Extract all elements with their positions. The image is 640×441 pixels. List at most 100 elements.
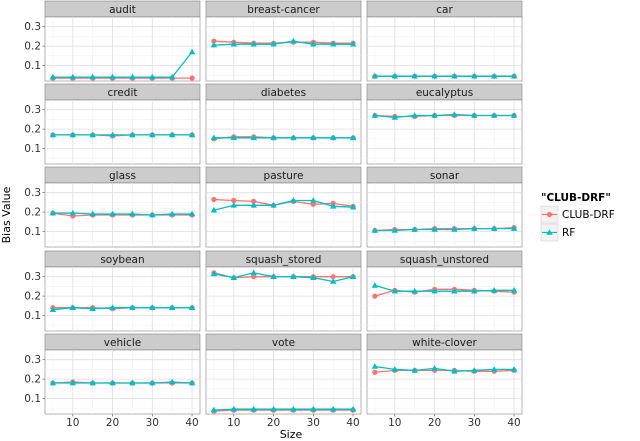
y-tick-label: 0.3 [24,354,41,366]
series-line-rf [374,365,515,372]
facet-title: breast-cancer [247,4,320,16]
point-rf [349,405,357,412]
point-rf [290,273,297,279]
point-rf [230,274,237,280]
point-rf [330,278,337,284]
point-rf [349,134,357,141]
point-rf [188,48,196,55]
y-tick-label: 0.2 [24,374,41,386]
point-rf [471,112,478,118]
point-rf [510,225,518,231]
point-rf [169,73,176,80]
plot-panel [44,16,201,82]
point-rf [411,112,418,118]
x-tick-label: 10 [388,417,401,429]
point-rf [230,202,237,208]
point-rf [188,304,196,310]
point-rf [349,273,357,279]
facet-squash-unstored: squash_unstored [366,250,523,332]
point-rf [230,134,237,141]
point-rf [89,210,96,217]
point-rf [451,368,458,374]
series-line-rf [374,227,515,232]
facet-eucalyptus: eucalyptus [366,83,523,165]
plot-panel [205,349,362,415]
y-tick-label: 0.1 [24,393,41,405]
point-rf [69,73,76,80]
point-rf [109,73,116,80]
point-club-drf [310,201,316,207]
plot-panel [44,99,201,165]
point-rf [89,379,96,386]
point-rf [411,287,418,294]
point-rf [491,366,498,372]
point-rf [210,406,218,413]
facet-title: white-clover [412,337,477,349]
point-rf [471,287,478,294]
point-rf [49,131,57,138]
point-rf [491,225,498,231]
x-tick-label: 20 [428,417,441,429]
point-rf [290,37,297,44]
y-tick-label: 0.1 [24,60,41,72]
point-rf [49,306,57,312]
point-rf [69,131,76,138]
point-rf [250,40,257,47]
series-line-rf [52,307,193,311]
point-rf [270,273,277,279]
point-rf [89,131,96,138]
point-rf [129,131,136,138]
point-rf [109,210,116,217]
point-rf [310,405,317,412]
plot-panel [366,266,523,332]
point-rf [310,40,317,47]
x-tick-label: 20 [267,417,280,429]
point-rf [510,366,518,372]
point-rf [129,73,136,80]
point-rf [451,111,458,117]
x-tick-label: 30 [146,417,159,429]
point-rf [129,379,136,386]
point-rf [129,304,136,310]
y-tick-label: 0.3 [24,104,41,116]
point-club-drf [231,197,237,204]
point-rf [371,72,379,79]
facet-white-clover: white-clover 10 20 30 40 [366,333,523,429]
series-line-club-drf [52,212,193,217]
series-line-rf [374,113,515,119]
point-rf [69,304,76,310]
point-rf [270,405,277,412]
facet-sonar: sonar [366,166,523,248]
point-rf [149,211,156,218]
point-club-drf [251,198,257,204]
point-rf [290,405,297,412]
point-rf [330,134,337,141]
point-rf [391,366,398,372]
point-rf [411,367,418,373]
point-rf [391,114,398,120]
point-rf [49,379,57,386]
point-rf [188,131,196,138]
point-rf [310,197,317,203]
point-club-drf [189,75,195,81]
plot-panel [366,182,523,248]
series-line-club-drf [213,409,354,412]
point-rf [491,112,498,118]
y-tick-label: 0.3 [24,21,41,33]
point-rf [391,227,398,233]
facet-diabetes: diabetes [205,83,362,165]
x-tick-label: 40 [185,417,198,429]
point-rf [149,131,156,138]
y-tick-label: 0.2 [24,41,41,53]
facet-vehicle: vehicle 0.1 0.2 0.3 10 20 30 40 [24,333,201,429]
point-rf [250,134,257,141]
point-club-drf [211,38,217,44]
facet-title: pasture [264,170,304,182]
point-rf [330,405,337,412]
point-rf [431,72,438,79]
point-rf [109,379,116,386]
point-rf [69,379,76,386]
facet-title: eucalyptus [416,87,473,99]
point-rf [431,226,438,232]
plot-panel [205,16,362,82]
